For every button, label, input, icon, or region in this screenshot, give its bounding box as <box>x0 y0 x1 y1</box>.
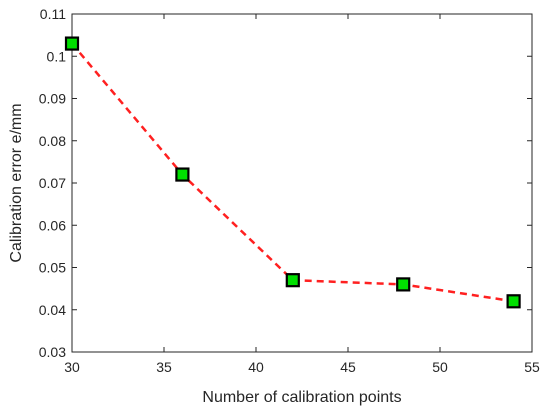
y-axis-label: Calibration error e/mm <box>8 103 25 262</box>
y-tick-label: 0.06 <box>39 217 66 233</box>
plot-background <box>72 14 532 352</box>
y-tick-label: 0.05 <box>39 260 66 276</box>
x-tick-label: 35 <box>156 359 172 375</box>
y-tick-label: 0.03 <box>39 344 66 360</box>
data-point-marker <box>506 294 521 309</box>
y-tick-label: 0.1 <box>47 48 67 64</box>
y-tick-label: 0.11 <box>40 6 66 22</box>
data-point-marker <box>285 273 300 288</box>
series-layer <box>64 36 521 309</box>
x-tick-label: 45 <box>340 359 356 375</box>
y-tick-label: 0.07 <box>39 175 66 191</box>
y-axis-ticks: 0.03 0.04 0.05 0.06 0.07 0.08 0.09 0.1 0.11 <box>39 6 532 360</box>
x-tick-label: 40 <box>248 359 264 375</box>
x-tick-label: 30 <box>64 359 80 375</box>
x-axis-label: Number of calibration points <box>202 389 401 406</box>
y-tick-label: 0.08 <box>39 133 66 149</box>
x-axis-ticks: 30 35 40 45 50 55 <box>64 14 540 375</box>
plot-area <box>71 13 533 353</box>
x-tick-label: 55 <box>524 359 540 375</box>
data-point-marker <box>175 167 190 182</box>
data-point-marker <box>64 36 80 51</box>
x-tick-label: 50 <box>432 359 448 375</box>
y-tick-label: 0.04 <box>39 302 66 318</box>
y-tick-label: 0.09 <box>39 91 66 107</box>
data-point-marker <box>396 277 411 292</box>
